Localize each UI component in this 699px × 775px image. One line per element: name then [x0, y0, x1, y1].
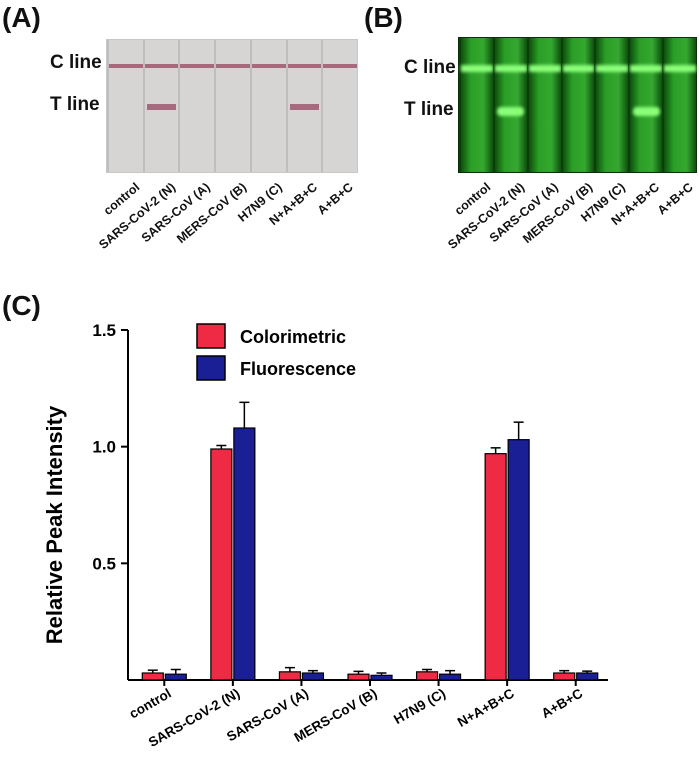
panel-label-a: (A) [2, 2, 41, 33]
legend-swatch [196, 355, 226, 381]
bar-fluorescence [438, 673, 462, 681]
t-line-label-a: T line [50, 94, 100, 115]
bar-fluorescence [164, 673, 187, 681]
bar-fluorescence [370, 674, 393, 681]
control-line-band [216, 64, 250, 68]
bar-colorimetric [484, 453, 507, 681]
bar-colorimetric [141, 672, 164, 681]
legend-swatch [196, 323, 226, 349]
strip-lane [526, 38, 561, 172]
panel-label-c: (C) [2, 290, 41, 321]
control-line-band [323, 64, 357, 68]
strip-lane [560, 38, 595, 172]
strip-lane [628, 38, 663, 172]
strip-lane [662, 38, 696, 172]
y-tick-label: 0.5 [92, 554, 116, 573]
control-line-band [630, 65, 663, 72]
test-line-band [147, 104, 176, 110]
strip-lane [107, 40, 143, 172]
bar-colorimetric [553, 672, 576, 681]
fluorescence-strip-image [458, 37, 697, 173]
legend-label: Colorimetric [240, 327, 346, 347]
t-line-label-b: T line [404, 99, 454, 120]
x-tick-label: H7N9 (C) [391, 686, 448, 727]
control-line-band [251, 64, 286, 68]
control-line-band [528, 65, 561, 72]
x-tick-label: A+B+C [539, 685, 586, 721]
strip-lane [459, 38, 493, 172]
strip-lane [492, 38, 527, 172]
x-tick-label: control [127, 686, 174, 722]
test-line-band [290, 104, 319, 110]
strip-lane [285, 40, 322, 172]
bar-fluorescence [301, 672, 325, 681]
c-line-label-b: C line [404, 57, 456, 78]
test-line-band [497, 107, 525, 116]
bar-fluorescence [233, 427, 256, 681]
control-line-band [494, 65, 527, 72]
control-line-band [180, 64, 215, 68]
bar-fluorescence [576, 672, 599, 681]
control-line-band [287, 64, 322, 68]
control-line-band [144, 64, 179, 68]
control-line-band [596, 65, 629, 72]
bar-colorimetric [347, 673, 370, 681]
y-tick-label: 1.0 [92, 438, 116, 457]
legend-label: Fluorescence [240, 359, 356, 379]
x-tick-label: N+A+B+C [455, 685, 517, 729]
bar-colorimetric [210, 448, 233, 681]
control-line-band [109, 64, 143, 68]
c-line-label-a: C line [50, 52, 102, 73]
bar-colorimetric [278, 671, 302, 681]
strip-lane [214, 40, 250, 172]
strip-lane [321, 40, 357, 172]
strip-lane [594, 38, 629, 172]
strip-lane [178, 40, 215, 172]
panel-label-b: (B) [364, 2, 403, 33]
strip-lane [142, 40, 179, 172]
y-tick-label: 1.5 [92, 321, 116, 340]
control-line-band [664, 65, 696, 72]
strip-lane [249, 40, 286, 172]
control-line-band [461, 65, 493, 72]
y-axis-label: Relative Peak Intensity [42, 405, 67, 644]
bar-fluorescence [507, 439, 530, 681]
bar-colorimetric [415, 671, 439, 681]
colorimetric-strip-image [106, 39, 358, 173]
control-line-band [562, 65, 595, 72]
test-line-band [632, 107, 660, 116]
